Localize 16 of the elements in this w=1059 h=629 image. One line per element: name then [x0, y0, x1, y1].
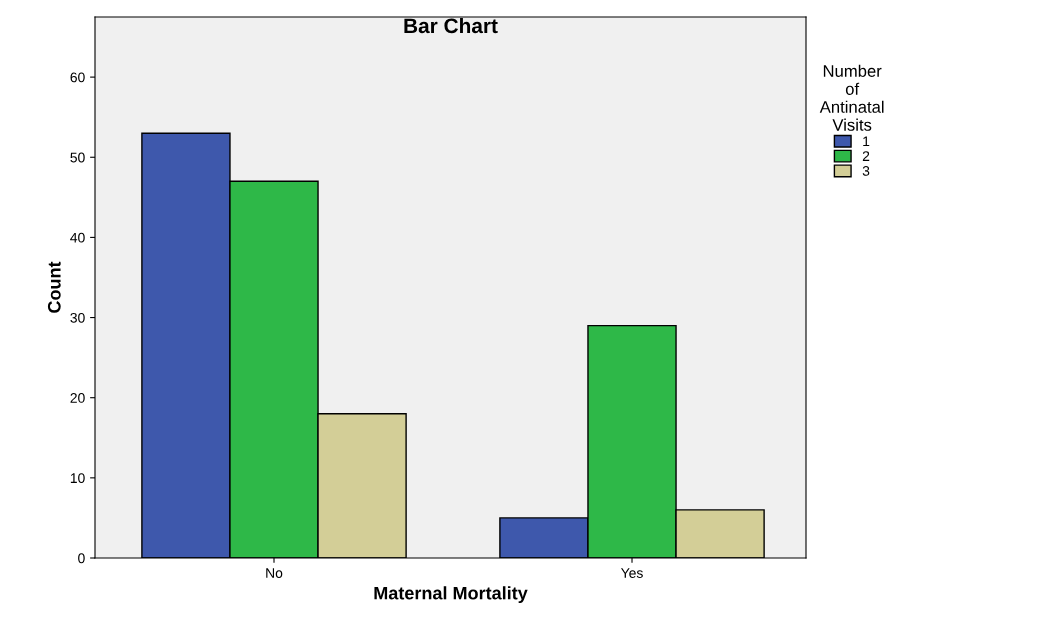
- y-tick-label: 50: [70, 152, 85, 163]
- y-tick-label: 10: [70, 473, 85, 484]
- x-tick-label: No: [266, 568, 283, 578]
- legend-label: 1: [863, 136, 870, 147]
- legend-title: Number of Antinatal Visits: [819, 64, 884, 131]
- legend-label: 3: [862, 166, 870, 176]
- y-tick-label: 40: [70, 232, 85, 243]
- legend-label: 2: [862, 151, 870, 161]
- y-tick-label: 20: [70, 393, 85, 403]
- x-tick-label: Yes: [620, 568, 643, 578]
- y-tick-label: 60: [70, 72, 85, 83]
- x-axis-title: Maternal Mortality: [374, 586, 528, 604]
- y-axis-title: Count: [47, 261, 61, 313]
- chart-title: Bar Chart: [404, 17, 498, 34]
- y-tick-label: 30: [70, 312, 85, 323]
- y-tick-label: 0: [78, 553, 85, 564]
